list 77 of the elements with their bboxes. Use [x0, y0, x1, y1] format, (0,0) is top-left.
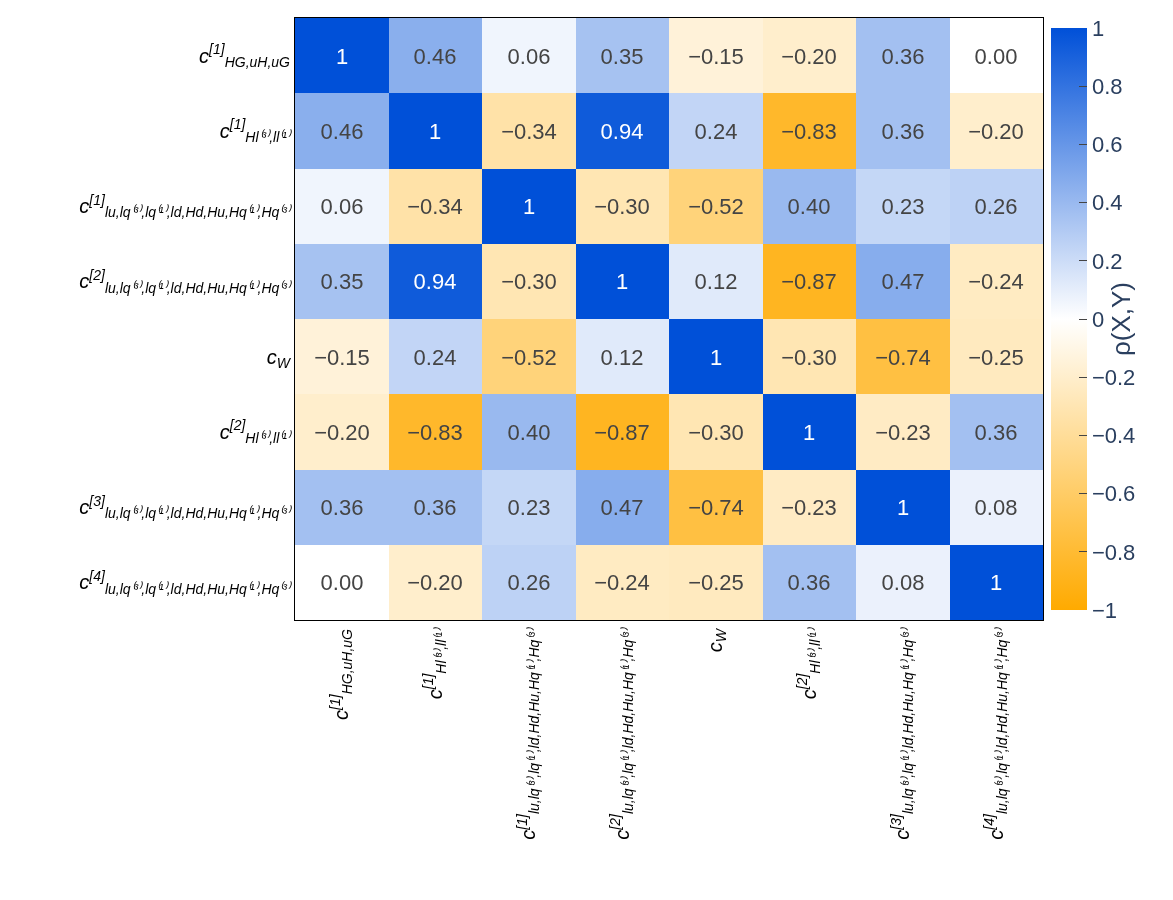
y-tick-label: c$_{W}$ — [266, 345, 292, 371]
data-label: 0.12 — [694, 268, 738, 294]
data-label: 1 — [989, 569, 1003, 595]
data-label: 1 — [428, 118, 442, 144]
color-bar-label: 0.4 — [1091, 190, 1123, 216]
data-label: 0.23 — [881, 193, 925, 219]
data-label: 1 — [615, 268, 629, 294]
data-label: 0.08 — [974, 494, 1018, 520]
color-bar-label: −0.6 — [1091, 481, 1136, 507]
data-label: 0.47 — [881, 268, 925, 294]
data-label: 0.12 — [600, 344, 644, 370]
data-label: 0.46 — [320, 118, 364, 144]
data-label: −0.24 — [968, 268, 1024, 294]
data-label: −0.30 — [501, 268, 557, 294]
color-bar-label: 1 — [1091, 15, 1105, 41]
color-bar-label: 0.2 — [1091, 248, 1123, 274]
data-label: −0.24 — [594, 569, 650, 595]
data-label: 0.24 — [413, 344, 457, 370]
data-label: 0.36 — [881, 118, 925, 144]
data-label: 0.36 — [413, 494, 457, 520]
data-label: −0.52 — [501, 344, 557, 370]
data-label: 0.35 — [320, 268, 364, 294]
data-label: 0.36 — [320, 494, 364, 520]
color-bar-label: −0.8 — [1091, 539, 1136, 565]
data-label: −0.25 — [968, 344, 1024, 370]
data-label: −0.15 — [688, 43, 744, 69]
data-label: −0.30 — [781, 344, 837, 370]
data-label: −0.30 — [594, 193, 650, 219]
color-bar-label: −0.4 — [1091, 423, 1136, 449]
color-bar-label: 0.8 — [1091, 73, 1123, 99]
data-label: 1 — [335, 43, 349, 69]
data-label: 0.47 — [600, 494, 644, 520]
data-label: 1 — [896, 494, 910, 520]
data-label: 0.40 — [787, 193, 831, 219]
data-label: 0.23 — [507, 494, 551, 520]
data-label: 0.06 — [507, 43, 551, 69]
data-label: 1 — [802, 419, 816, 445]
data-label: −0.20 — [314, 419, 370, 445]
data-label: −0.20 — [407, 569, 463, 595]
data-label: −0.87 — [781, 268, 837, 294]
data-label: −0.20 — [968, 118, 1024, 144]
data-label: −0.87 — [594, 419, 650, 445]
data-label: 0.36 — [787, 569, 831, 595]
data-label: 0.24 — [694, 118, 738, 144]
data-label: −0.74 — [688, 494, 744, 520]
data-label: −0.30 — [688, 419, 744, 445]
data-label: −0.83 — [781, 118, 837, 144]
data-label: 0.35 — [600, 43, 644, 69]
color-bar-title: ρ(X,Y) — [1106, 281, 1137, 357]
data-label: 0.94 — [413, 268, 457, 294]
data-label: −0.34 — [407, 193, 463, 219]
data-label: 0.46 — [413, 43, 457, 69]
data-label: 0.94 — [600, 118, 644, 144]
data-label: 1 — [522, 193, 536, 219]
data-label: 0.00 — [320, 569, 364, 595]
data-label: −0.52 — [688, 193, 744, 219]
data-label: 0.36 — [974, 419, 1018, 445]
data-label: −0.20 — [781, 43, 837, 69]
data-label: 0.06 — [320, 193, 364, 219]
data-label: 0.00 — [974, 43, 1018, 69]
data-label: 0.40 — [507, 419, 551, 445]
data-label: 0.26 — [974, 193, 1018, 219]
color-bar-label: 0.6 — [1091, 132, 1123, 158]
color-bar-label: −0.2 — [1091, 364, 1136, 390]
data-label: −0.15 — [314, 344, 370, 370]
data-label: −0.83 — [407, 419, 463, 445]
data-label: −0.74 — [875, 344, 931, 370]
data-label: 0.08 — [881, 569, 925, 595]
color-bar-label: −1 — [1091, 597, 1117, 623]
color-bar-label: 0 — [1091, 306, 1105, 332]
data-label: −0.34 — [501, 118, 557, 144]
data-label: −0.23 — [875, 419, 931, 445]
data-label: 1 — [709, 344, 723, 370]
data-label: −0.25 — [688, 569, 744, 595]
data-label: 0.26 — [507, 569, 551, 595]
data-label: 0.36 — [881, 43, 925, 69]
data-label: −0.23 — [781, 494, 837, 520]
